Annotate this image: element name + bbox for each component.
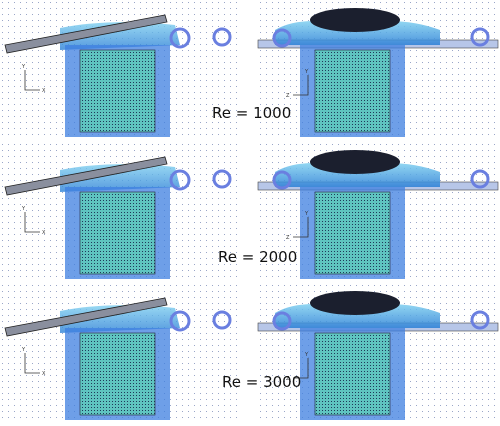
row-2: Y X Y Z Re = 2000 xyxy=(0,140,500,281)
axis-label: Y xyxy=(21,347,26,353)
axis-label: Y xyxy=(21,206,26,212)
axis-label: Y xyxy=(304,69,309,75)
axis-label: X xyxy=(42,371,46,377)
axis-label: Z xyxy=(286,235,290,241)
axis-label: Y xyxy=(21,64,26,70)
axis-label: X xyxy=(42,230,46,236)
row-1: Y X Y Z Re = 1000 xyxy=(0,0,500,139)
row-3: Y X Y Z Re = 3000 xyxy=(0,281,500,422)
reynolds-label: Re = 2000 xyxy=(218,248,297,266)
axis-label: X xyxy=(42,88,46,94)
axis-label: Z xyxy=(286,93,290,99)
axis-label: Y xyxy=(304,211,309,217)
axis-label: Z xyxy=(286,376,290,382)
axis-label: Y xyxy=(304,352,309,358)
reynolds-label: Re = 1000 xyxy=(212,104,291,122)
reynolds-label: Re = 3000 xyxy=(222,373,301,391)
